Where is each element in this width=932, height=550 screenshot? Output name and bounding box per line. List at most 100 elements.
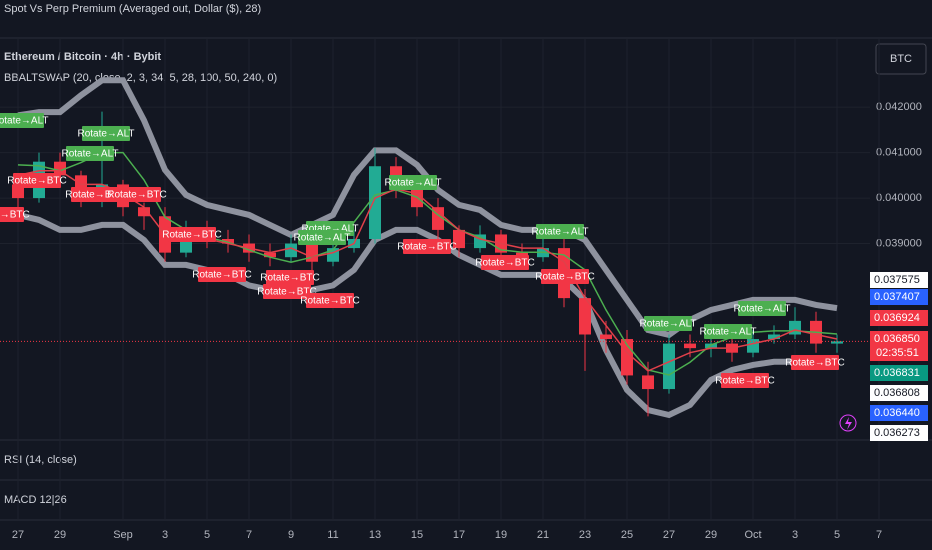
x-tick-label: 3 <box>162 529 168 541</box>
signal-label: Rotate→BTC <box>397 242 456 253</box>
x-tick-label: 29 <box>54 529 66 541</box>
price-tag <box>870 405 928 421</box>
signal-box <box>71 187 119 202</box>
signal-box <box>389 175 437 190</box>
candle-body <box>285 243 297 258</box>
signal-label: Rotate→BTC <box>162 230 221 241</box>
candle-body <box>600 334 612 340</box>
signal-box <box>536 224 584 239</box>
x-tick-label: 5 <box>834 529 840 541</box>
candle-body <box>768 334 780 340</box>
signal-label: Rotate→ALT <box>699 327 756 338</box>
candle-body <box>369 166 381 239</box>
band-lower <box>17 211 837 419</box>
price-countdown: 02:35:51 <box>876 347 919 359</box>
price-tag <box>870 385 928 401</box>
signal-label: Rotate→BTC <box>65 190 124 201</box>
x-tick-label: 5 <box>204 529 210 541</box>
x-tick-label: 13 <box>369 529 381 541</box>
price-tag-label: 0.036831 <box>874 367 920 379</box>
signal-label: Rotate→BTC <box>0 210 30 221</box>
signal-box <box>721 373 769 388</box>
x-tick-label: 7 <box>246 529 252 541</box>
signal-box <box>13 173 61 188</box>
x-tick-label: 27 <box>12 529 24 541</box>
candle-body <box>579 298 591 335</box>
x-tick-label: 7 <box>876 529 882 541</box>
x-tick-label: 17 <box>453 529 465 541</box>
x-tick-label: 29 <box>705 529 717 541</box>
candle-body <box>642 375 654 390</box>
y-tick-label: 0.042000 <box>876 101 922 113</box>
x-tick-label: 15 <box>411 529 423 541</box>
signal-label: Rotate→ALT <box>293 233 350 244</box>
price-tag <box>870 289 928 305</box>
signal-box <box>306 293 354 308</box>
price-tag-label: 0.036273 <box>874 427 920 439</box>
candle-body <box>306 243 318 262</box>
signal-box <box>403 239 451 254</box>
price-tag <box>870 365 928 381</box>
x-tick-label: 9 <box>288 529 294 541</box>
price-tag-label: 0.036440 <box>874 407 920 419</box>
signal-box <box>198 267 246 282</box>
price-tag-label: 0.036808 <box>874 387 920 399</box>
signal-box <box>644 316 692 331</box>
signal-box <box>738 301 786 316</box>
candle-body <box>516 252 528 258</box>
x-tick-label: 21 <box>537 529 549 541</box>
signal-label: Rotate→BTC <box>785 358 844 369</box>
signal-label: Rotate→ALT <box>639 319 696 330</box>
signal-box <box>791 355 839 370</box>
candle-body <box>138 207 150 217</box>
symbol-button-label[interactable]: BTC <box>890 53 912 65</box>
signal-label: Rotate→BTC <box>300 296 359 307</box>
signal-label: Rotate→ALT <box>61 149 118 160</box>
rsi-label: RSI (14, close) <box>4 454 77 466</box>
price-tag-label: 0.036850 <box>874 333 920 345</box>
signal-box <box>0 207 24 222</box>
signal-label: Rotate→ALT <box>301 224 358 235</box>
alert-icon[interactable] <box>845 417 852 430</box>
price-tag-label: 0.037407 <box>874 291 920 303</box>
x-tick-label: 27 <box>663 529 675 541</box>
x-tick-label: 19 <box>495 529 507 541</box>
signal-box <box>168 227 216 242</box>
x-tick-label: 25 <box>621 529 633 541</box>
chart-title: Ethereum / Bitcoin · 4h · Bybit <box>4 51 161 63</box>
signal-box <box>541 269 589 284</box>
macd-label: MACD 12|26 <box>4 494 67 506</box>
signal-box <box>66 146 114 161</box>
signal-label: Rotate→BTC <box>192 270 251 281</box>
signal-label: Rotate→ALT <box>733 304 790 315</box>
price-tag-label: 0.037575 <box>874 274 920 286</box>
indicator-label: BBALTSWAP (20, close, 2, 3, 34, 5, 28, 1… <box>4 72 277 84</box>
signal-label: Rotate→BTC <box>107 190 166 201</box>
y-tick-label: 0.040000 <box>876 192 922 204</box>
symbol-button[interactable] <box>875 43 927 75</box>
signal-box <box>481 255 529 270</box>
candle-body <box>831 341 843 344</box>
signal-label: Rotate→ALT <box>77 129 134 140</box>
signal-label: Rotate→BTC <box>257 287 316 298</box>
candle-body <box>453 229 465 249</box>
x-tick-label: 3 <box>792 529 798 541</box>
signal-label: Rotate→BTC <box>260 273 319 284</box>
signal-label: Rotate→BTC <box>715 376 774 387</box>
alert-icon[interactable] <box>839 414 857 432</box>
signal-label: Rotate→BTC <box>475 258 534 269</box>
candle-body <box>222 239 234 244</box>
signal-label: Rotate→ALT <box>531 227 588 238</box>
x-tick-label: Sep <box>113 529 133 541</box>
signal-box <box>0 113 44 128</box>
x-tick-label: 11 <box>327 529 338 541</box>
price-tag <box>870 272 928 288</box>
signal-label: Rotate→BTC <box>535 272 594 283</box>
signal-box <box>704 324 752 339</box>
price-tag <box>870 331 928 361</box>
x-tick-label: Oct <box>744 529 761 541</box>
candle-body <box>663 343 675 390</box>
y-tick-label: 0.039000 <box>876 237 922 249</box>
